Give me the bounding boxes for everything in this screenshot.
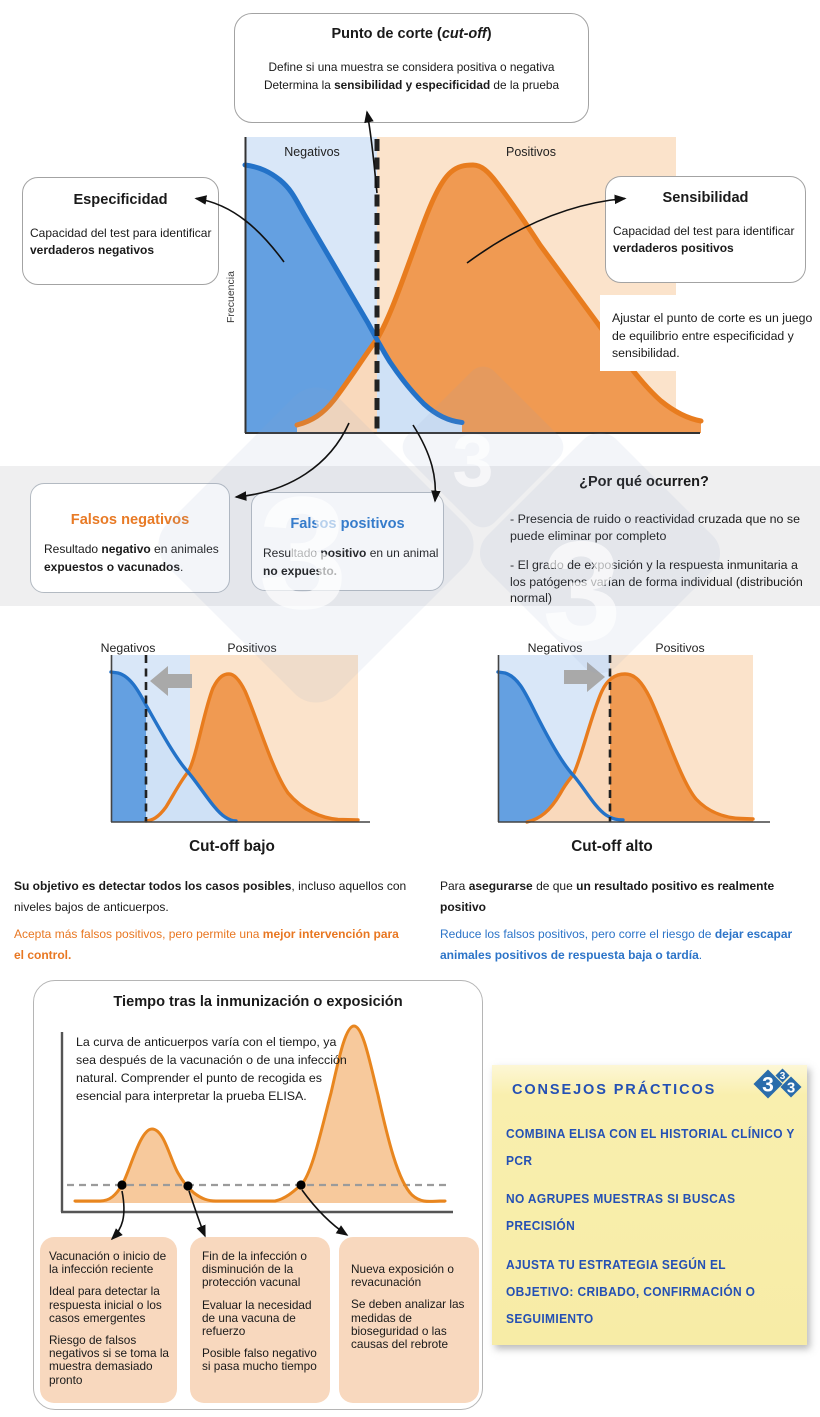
svg-text:3: 3 [762, 1074, 774, 1097]
svg-text:Negativos: Negativos [284, 145, 340, 159]
svg-text:Positivos: Positivos [506, 145, 556, 159]
svg-text:Positivos: Positivos [227, 641, 276, 655]
svg-text:Negativos: Negativos [101, 641, 156, 655]
svg-text:Negativos: Negativos [528, 641, 583, 655]
svg-text:Positivos: Positivos [655, 641, 704, 655]
svg-text:3: 3 [780, 1071, 786, 1082]
svg-text:3: 3 [787, 1080, 795, 1097]
